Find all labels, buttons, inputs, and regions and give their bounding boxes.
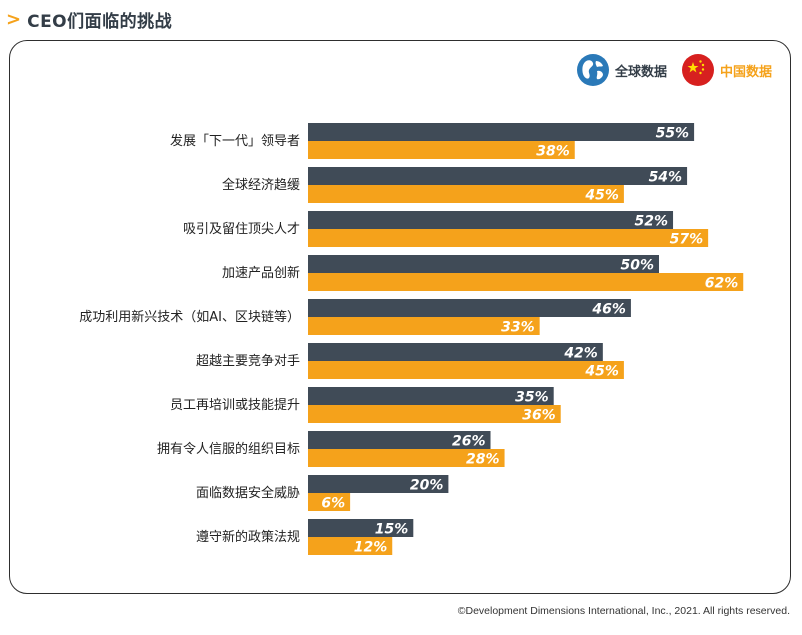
legend-item-global: 全球数据	[576, 53, 667, 87]
bar-global	[308, 387, 554, 405]
category-label: 拥有令人信服的组织目标	[157, 441, 300, 457]
bar-china	[308, 449, 505, 467]
bar-china	[308, 493, 351, 511]
data-label: 26%	[452, 434, 486, 450]
data-label: 6%	[321, 496, 345, 512]
bar-global	[308, 255, 659, 273]
category-label: 加速产品创新	[222, 265, 300, 281]
data-label: 38%	[536, 144, 570, 160]
category-label: 发展「下一代」领导者	[170, 133, 300, 149]
bar-global	[308, 167, 688, 185]
bar-global	[308, 343, 603, 361]
legend-item-china: 中国数据	[681, 53, 772, 87]
globe-icon	[576, 54, 609, 86]
data-label: 57%	[670, 232, 704, 248]
bar-china	[308, 229, 709, 247]
data-label: 15%	[375, 522, 409, 538]
data-label: 50%	[620, 258, 654, 274]
title-bar: > CEO们面临的挑战	[6, 6, 172, 32]
bar-china	[308, 405, 561, 423]
data-label: 35%	[515, 390, 549, 406]
data-label: 20%	[410, 478, 444, 494]
category-label: 遵守新的政策法规	[196, 529, 300, 545]
data-label: 42%	[563, 346, 598, 362]
category-label: 员工再培训或技能提升	[170, 397, 300, 413]
data-label: 36%	[522, 408, 556, 424]
chevron-right-icon: >	[6, 8, 22, 30]
data-label: 33%	[501, 320, 535, 336]
data-label: 46%	[591, 302, 626, 318]
bar-global	[308, 211, 674, 229]
page-title: CEO们面临的挑战	[27, 11, 173, 32]
data-label: 54%	[649, 170, 683, 186]
bar-global	[308, 431, 491, 449]
bar-global	[308, 519, 414, 537]
data-label: 62%	[705, 276, 739, 292]
bar-china	[308, 317, 540, 335]
copyright-footer: ©Development Dimensions International, I…	[457, 605, 790, 617]
bar-china	[308, 361, 624, 379]
bar-china	[308, 141, 575, 159]
category-label: 超越主要竞争对手	[196, 353, 300, 369]
data-label: 45%	[584, 188, 619, 204]
bar-global	[308, 475, 449, 493]
data-label: 45%	[584, 364, 619, 380]
data-label: 55%	[656, 126, 690, 142]
bar-china	[308, 185, 624, 203]
bar-global	[308, 123, 695, 141]
china-flag-icon	[681, 54, 714, 86]
data-label: 52%	[635, 214, 669, 230]
category-label: 成功利用新兴技术（如AI、区块链等）	[79, 309, 300, 325]
bar-global	[308, 299, 631, 317]
legend-label-china: 中国数据	[719, 64, 772, 80]
category-label: 全球经济趋缓	[222, 177, 300, 193]
legend-label-global: 全球数据	[614, 64, 667, 80]
bar-china	[308, 273, 744, 291]
data-label: 12%	[354, 540, 388, 556]
bar-china	[308, 537, 393, 555]
category-label: 面临数据安全威胁	[196, 485, 300, 501]
legend: 全球数据 中国数据	[562, 53, 772, 87]
category-label: 吸引及留住顶尖人才	[183, 222, 300, 237]
data-label: 28%	[466, 452, 500, 468]
